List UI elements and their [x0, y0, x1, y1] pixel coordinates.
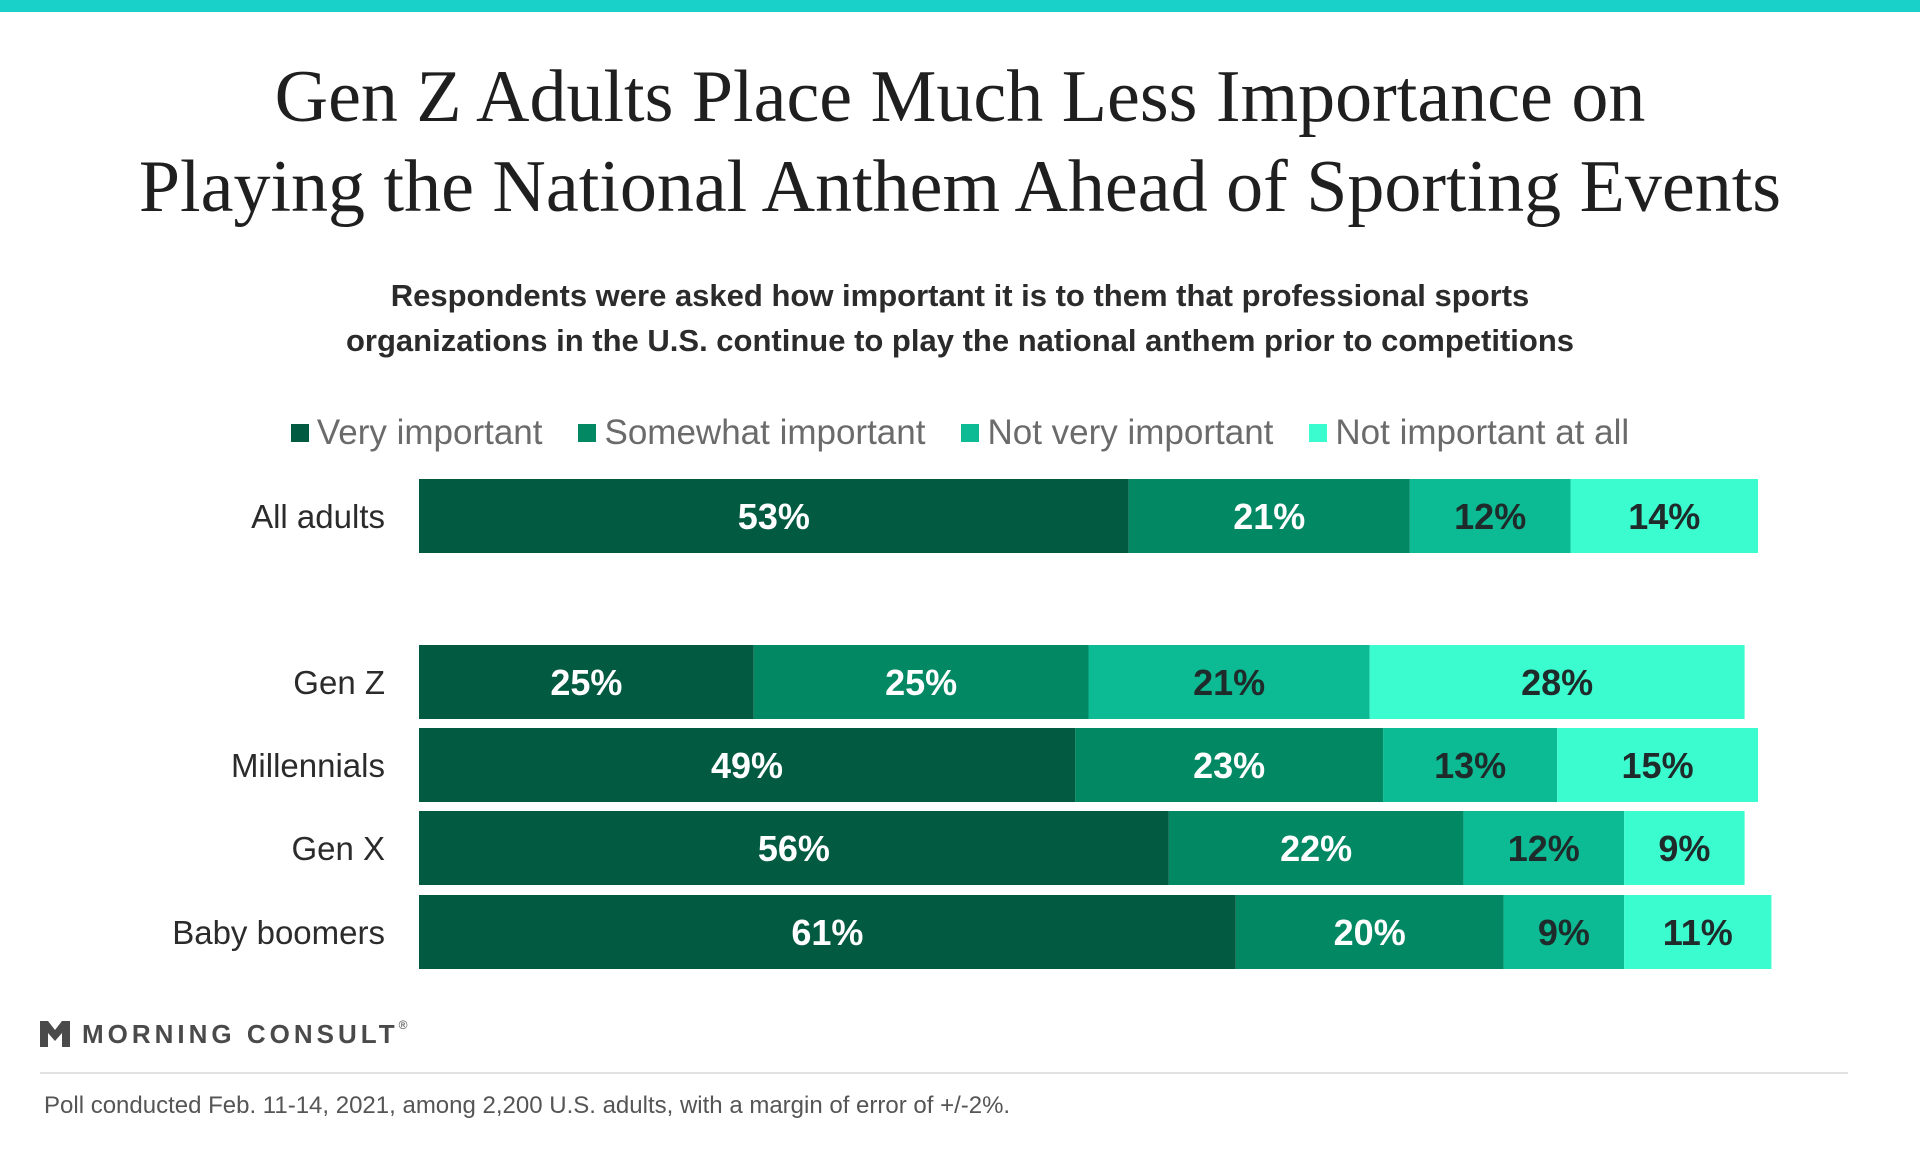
bar-segment [419, 645, 754, 719]
data-label: 21% [1233, 496, 1305, 537]
category-label: Gen Z [293, 664, 385, 701]
bar-segment [1369, 645, 1745, 719]
legend-label: Not very important [987, 413, 1274, 452]
data-label: 9% [1538, 912, 1590, 953]
bar-segment [1624, 811, 1745, 885]
title-line-1: Gen Z Adults Place Much Less Importance … [274, 56, 1646, 138]
chart-subtitle: Respondents were asked how important it … [0, 273, 1920, 363]
legend-item-somewhat-important: Somewhat important [578, 413, 925, 453]
category-label: All adults [251, 498, 385, 535]
data-label: 21% [1193, 662, 1265, 703]
legend-swatch [290, 424, 309, 442]
bar-segment [419, 895, 1236, 969]
bar-segment [1409, 479, 1571, 553]
bar-segment [1557, 728, 1758, 802]
data-label: 22% [1280, 828, 1352, 869]
bar-segment [753, 645, 1089, 719]
data-label: 11% [1663, 912, 1733, 953]
brand-registered-mark: ® [398, 1018, 408, 1032]
footer-divider [40, 1072, 1848, 1074]
bar-segment [1168, 811, 1464, 885]
bar-segment [1235, 895, 1504, 969]
data-label: 53% [738, 496, 810, 537]
category-label: Millennials [231, 747, 385, 784]
legend-swatch [961, 424, 980, 442]
footnote: Poll conducted Feb. 11-14, 2021, among 2… [44, 1092, 1011, 1119]
bar-segment [1075, 728, 1384, 802]
legend-item-not-very-important: Not very important [961, 413, 1273, 453]
title-line-2: Playing the National Anthem Ahead of Spo… [138, 146, 1782, 228]
data-label: 25% [550, 662, 622, 703]
category-label: Baby boomers [172, 914, 385, 951]
data-label: 25% [885, 662, 957, 703]
brand-name: MORNING CONSULT [82, 1018, 399, 1049]
legend-swatch [1309, 424, 1328, 442]
bar-segment [1503, 895, 1625, 969]
bar-segment [1128, 479, 1410, 553]
legend-label: Very important [316, 413, 543, 452]
data-label: 20% [1334, 912, 1406, 953]
bar-segment [1088, 645, 1370, 719]
data-label: 28% [1521, 662, 1593, 703]
bar-segment [419, 811, 1169, 885]
legend-label: Somewhat important [604, 413, 926, 452]
legend-swatch [578, 424, 597, 442]
data-label: 13% [1434, 745, 1506, 786]
subtitle-line-1: Respondents were asked how important it … [390, 278, 1530, 313]
data-label: 49% [711, 745, 783, 786]
bar-segment [1383, 728, 1558, 802]
subtitle-line-2: organizations in the U.S. continue to pl… [345, 323, 1574, 358]
stacked-bar-chart: All adults 53% 21% 12% 14% Gen Z 25% 25% 21% 28% M… [172, 479, 1772, 969]
data-label: 12% [1508, 828, 1580, 869]
data-label: 14% [1628, 496, 1700, 537]
brand-logo: MORNING CONSULT ® [40, 1014, 407, 1054]
bar-segment [419, 728, 1076, 802]
legend-item-very-important: Very important [290, 413, 543, 453]
legend-label: Not important at all [1335, 413, 1630, 452]
legend-item-not-important-at-all: Not important at all [1309, 413, 1629, 453]
bar-segment [1570, 479, 1758, 553]
bar-segment [419, 479, 1129, 553]
category-label: Gen X [291, 830, 385, 867]
data-label: 56% [758, 828, 830, 869]
data-label: 9% [1658, 828, 1710, 869]
bar-segment [1624, 895, 1772, 969]
chart-title: Gen Z Adults Place Much Less Importance … [0, 52, 1920, 232]
data-label: 15% [1622, 745, 1694, 786]
top-accent-bar [0, 0, 1920, 12]
data-label: 23% [1193, 745, 1265, 786]
data-label: 12% [1454, 496, 1526, 537]
morning-consult-logo-icon [40, 1021, 70, 1047]
chart-legend: Very important Somewhat important Not ve… [0, 408, 1920, 458]
bar-segment [1463, 811, 1625, 885]
data-label: 61% [791, 912, 863, 953]
